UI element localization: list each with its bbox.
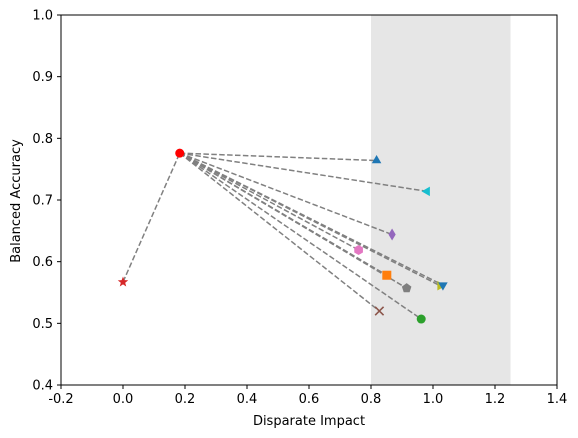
y-tick-label: 1.0 — [32, 9, 53, 24]
y-axis-label: Balanced Accuracy — [9, 139, 24, 263]
data-point-marker — [416, 314, 426, 324]
y-tick-label: 0.9 — [32, 70, 53, 85]
data-point-marker — [354, 244, 363, 255]
data-point-marker — [371, 155, 382, 164]
connector-line — [179, 152, 428, 193]
connector-line — [179, 152, 359, 251]
x-tick-label: 0.2 — [175, 392, 196, 407]
y-tick-label: 0.7 — [32, 194, 53, 209]
y-tick-label: 0.6 — [32, 255, 53, 270]
x-tick-label: 0.0 — [113, 392, 134, 407]
x-tick-label: 0.6 — [299, 392, 320, 407]
x-tick-label: 0.4 — [237, 392, 258, 407]
data-point-marker — [374, 306, 385, 316]
data-point-marker — [388, 228, 396, 241]
x-tick-label: -0.2 — [48, 392, 73, 407]
x-tick-label: 1.4 — [547, 392, 568, 407]
data-point-marker — [421, 186, 430, 197]
x-tick-label: 0.8 — [361, 392, 382, 407]
y-tick-label: 0.8 — [32, 132, 53, 147]
axes: -0.2 0.0 0.2 0.4 0.6 0.8 1.0 1.2 1.4 0.4 0.5 0.6 0.7… — [32, 9, 567, 408]
connector-line — [179, 152, 393, 236]
connector-line — [179, 152, 422, 320]
connector-line — [179, 152, 408, 289]
data-point-marker — [382, 270, 392, 280]
connector-line — [179, 152, 444, 286]
hub-point-marker — [175, 148, 185, 158]
x-tick-label: 1.2 — [485, 392, 506, 407]
start-point-marker — [117, 276, 129, 287]
data-point-marker — [401, 283, 412, 293]
plot-area — [117, 15, 511, 385]
x-tick-label: 1.0 — [423, 392, 444, 407]
connector-line — [179, 152, 377, 162]
data-point-marker — [438, 282, 448, 291]
x-axis-label: Disparate Impact — [253, 414, 365, 429]
connector-line — [179, 152, 380, 312]
shaded-band — [371, 15, 511, 385]
y-tick-label: 0.4 — [32, 379, 53, 394]
y-tick-label: 0.5 — [32, 317, 53, 332]
